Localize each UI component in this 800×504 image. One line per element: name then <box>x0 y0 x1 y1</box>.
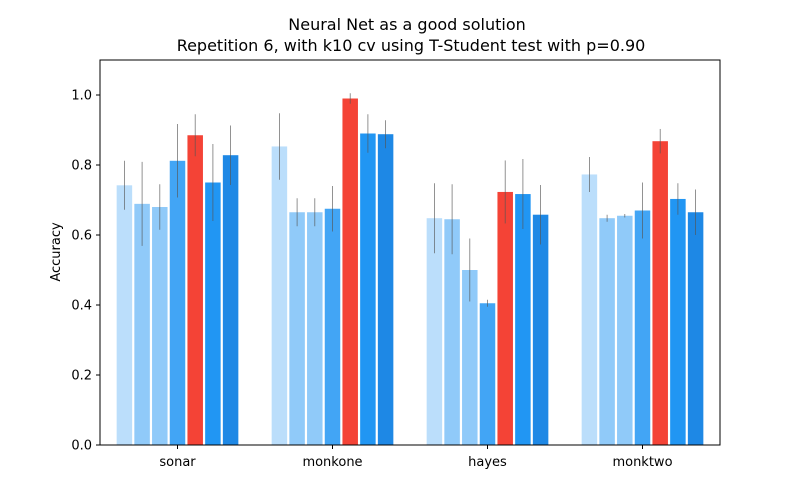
x-tick-label-monktwo: monktwo <box>612 455 672 470</box>
y-tick-label: 0.0 <box>71 439 92 454</box>
bar-sonar-3 <box>152 207 168 445</box>
bar-monktwo-6 <box>670 198 686 445</box>
bar-hayes-7 <box>532 214 549 445</box>
bar-hayes-4 <box>479 303 496 445</box>
bar-monkone-5 <box>342 98 358 445</box>
bar-monktwo-1 <box>581 174 598 445</box>
bar-monkone-1 <box>271 146 288 445</box>
x-tick-label-monkone: monkone <box>302 455 362 470</box>
y-tick-label: 0.8 <box>71 159 92 174</box>
x-tick-label-sonar: sonar <box>159 455 196 470</box>
chart-title: Neural Net as a good solution <box>288 15 526 34</box>
bar-monkone-4 <box>324 208 341 445</box>
bar-monkone-7 <box>377 134 394 445</box>
axes-layer: sonar monkone hayes monktwo 0.0 0.2 0.4 0.6 0.8 1… <box>71 59 721 470</box>
y-axis-label: Accuracy <box>49 222 64 282</box>
y-tick-label: 0.6 <box>71 229 92 244</box>
bar-monktwo-3 <box>617 215 633 445</box>
bars-layer <box>116 98 704 446</box>
bar-monkone-6 <box>360 133 376 445</box>
bar-monkone-3 <box>307 212 323 445</box>
bar-sonar-1 <box>116 185 133 446</box>
bar-monkone-2 <box>289 212 305 445</box>
bar-sonar-5 <box>187 135 203 445</box>
y-tick-label: 0.2 <box>71 369 92 384</box>
bar-monktwo-7 <box>687 212 704 445</box>
bar-monktwo-2 <box>599 218 615 445</box>
bar-monktwo-4 <box>634 210 651 445</box>
bar-sonar-2 <box>134 203 150 445</box>
chart-subtitle: Repetition 6, with k10 cv using T-Studen… <box>177 36 646 55</box>
error-bars-layer <box>124 93 696 307</box>
bar-monktwo-5 <box>652 141 668 445</box>
bar-sonar-7 <box>222 155 239 445</box>
bar-hayes-3 <box>462 270 478 445</box>
x-tick-label-hayes: hayes <box>468 455 507 470</box>
plot-frame <box>99 59 721 446</box>
y-tick-label: 1.0 <box>71 89 92 104</box>
y-tick-label: 0.4 <box>71 299 92 314</box>
bar-hayes-6 <box>515 194 531 445</box>
bar-hayes-5 <box>497 191 513 445</box>
bar-hayes-1 <box>426 218 443 445</box>
bar-sonar-4 <box>169 160 186 446</box>
bar-hayes-2 <box>444 219 460 445</box>
bar-sonar-6 <box>205 182 221 445</box>
